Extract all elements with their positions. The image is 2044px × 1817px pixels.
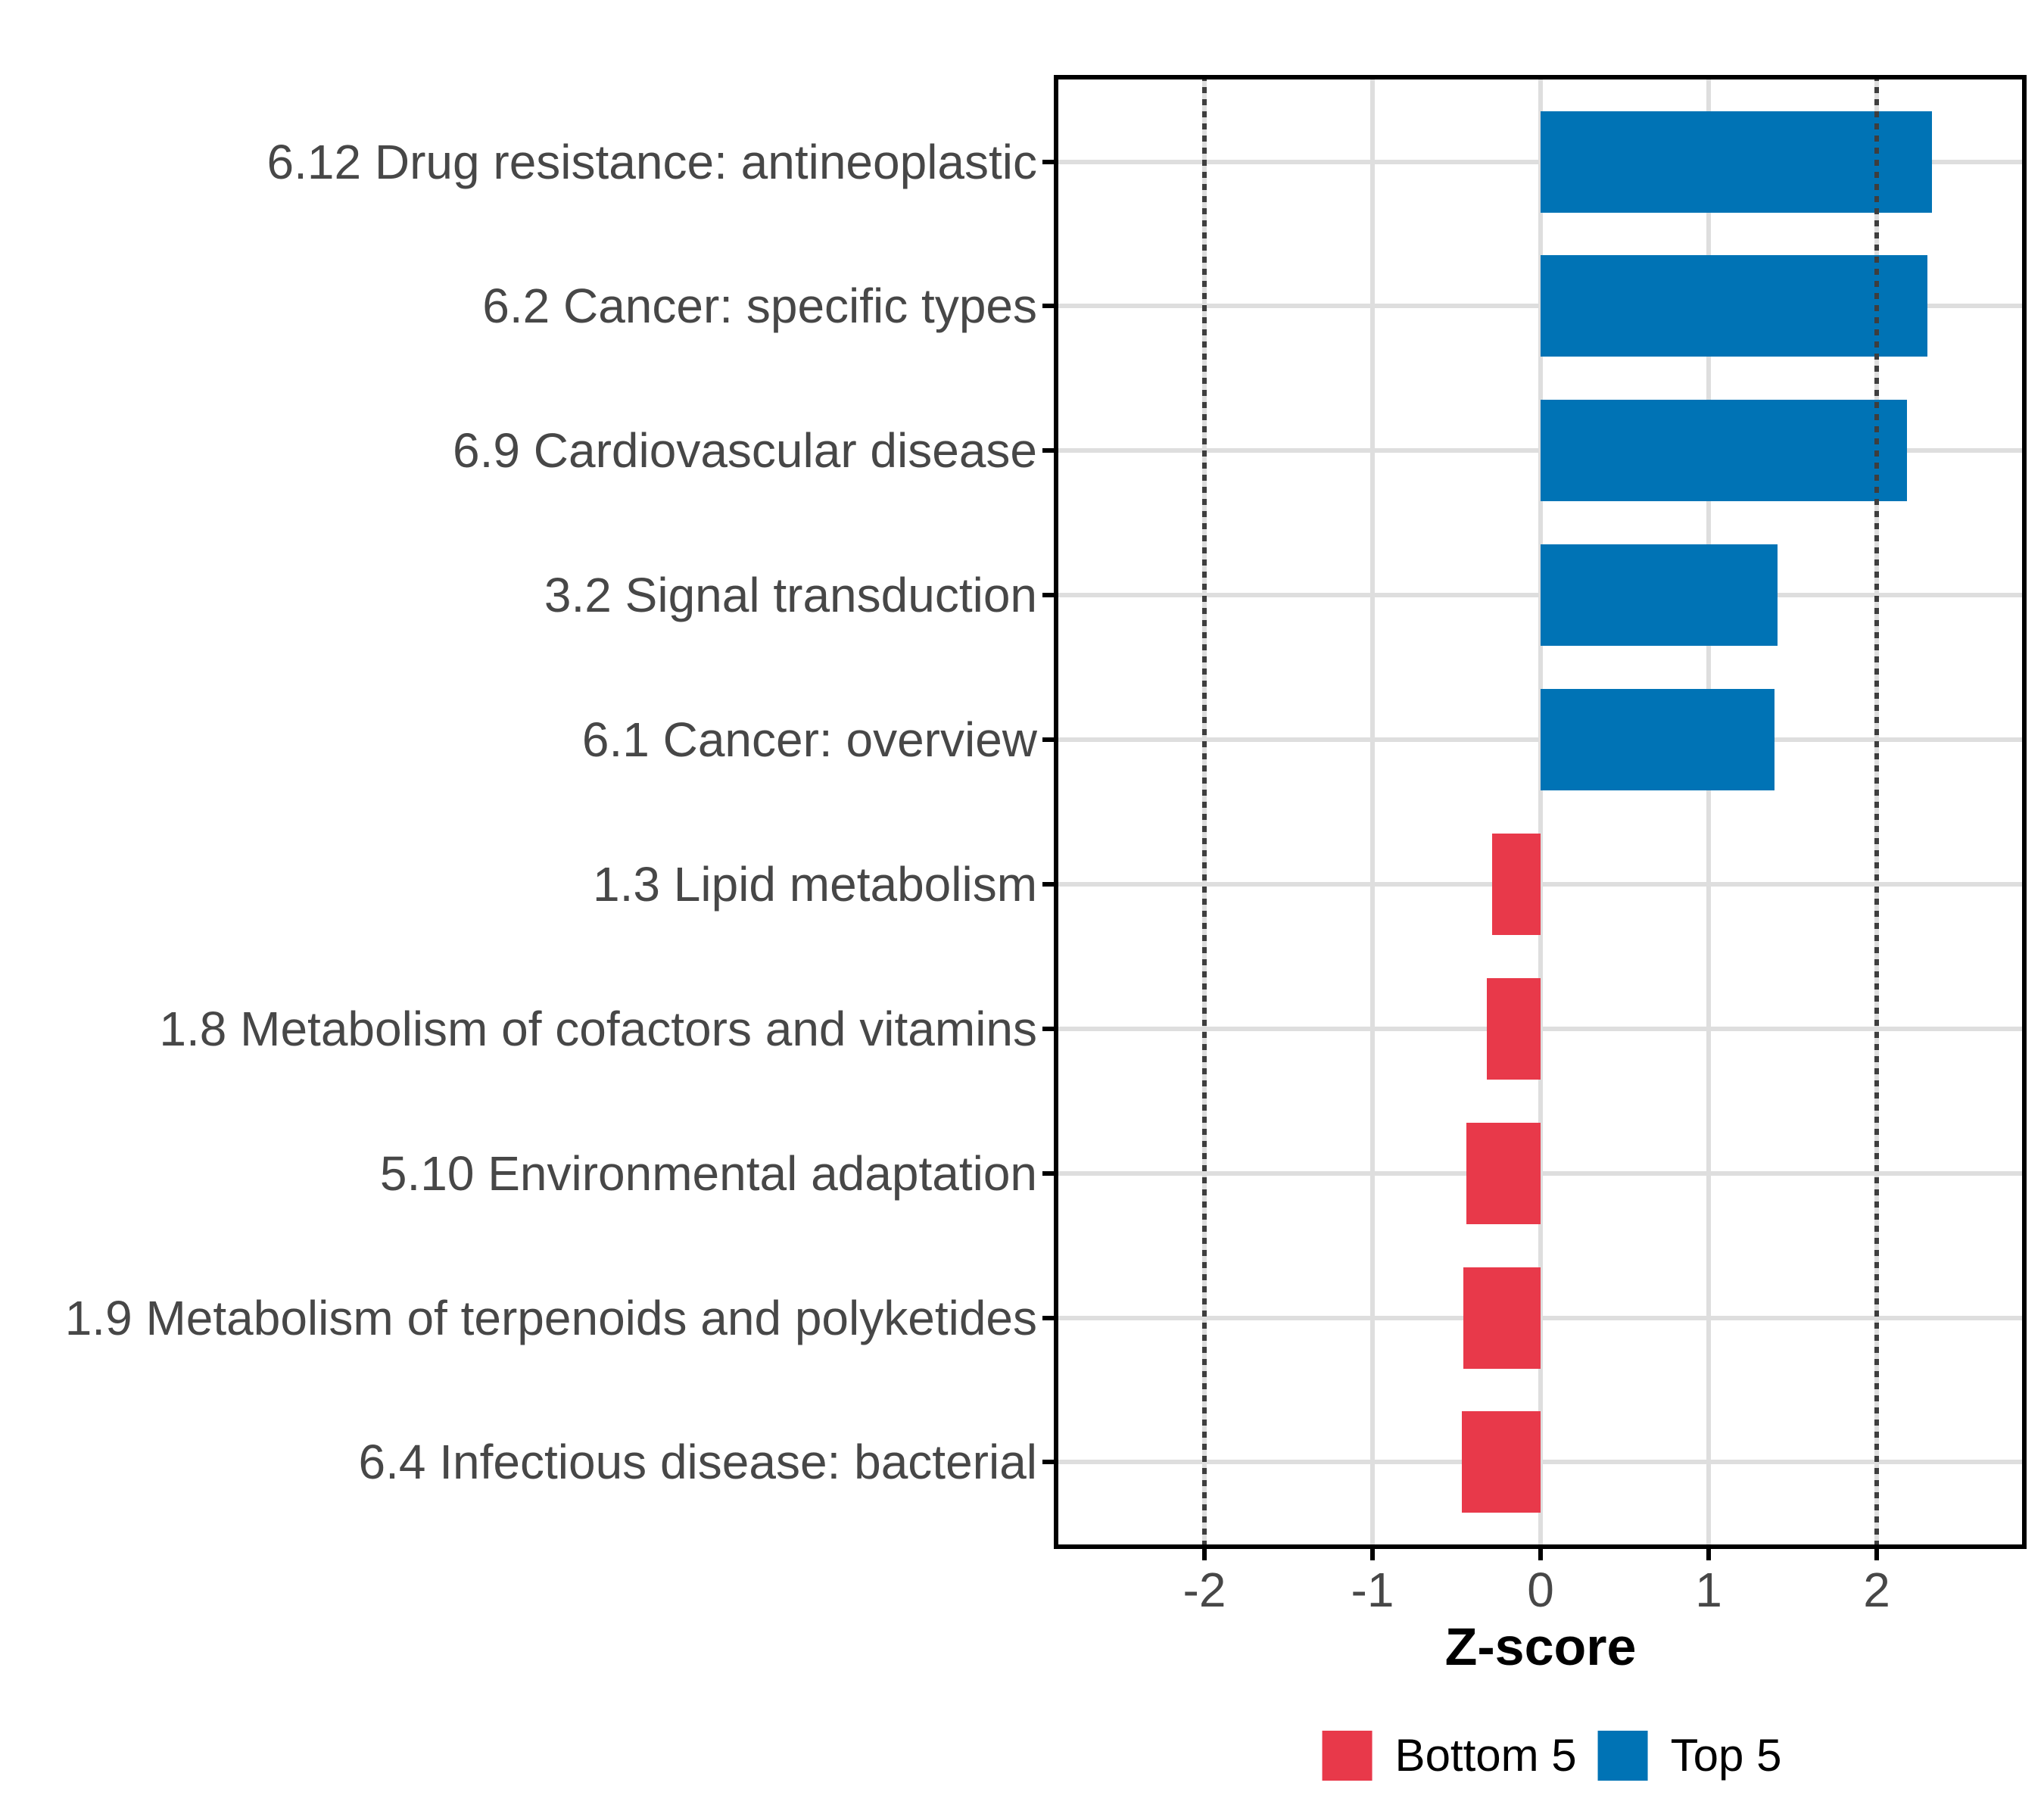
x-axis-tick: [1874, 1549, 1879, 1560]
plot-panel: [1054, 75, 2027, 1549]
legend-item: Bottom 5: [1322, 1730, 1577, 1781]
category-label: 6.12 Drug resistance: antineoplastic: [266, 134, 1037, 189]
category-label: 1.8 Metabolism of cofactors and vitamins: [159, 1001, 1037, 1056]
x-tick-label: -2: [1182, 1563, 1226, 1617]
legend-item: Top 5: [1597, 1730, 1782, 1781]
vertical-gridline: [1706, 75, 1711, 1549]
category-label: 6.9 Cardiovascular disease: [453, 423, 1037, 478]
x-tick-label: 0: [1527, 1563, 1554, 1617]
y-axis-tick: [1042, 593, 1054, 598]
horizontal-gridline: [1054, 304, 2027, 309]
category-label: 1.9 Metabolism of terpenoids and polyket…: [64, 1290, 1037, 1345]
x-axis-tick: [1538, 1549, 1543, 1560]
bar: [1541, 255, 1927, 357]
y-axis-tick: [1042, 737, 1054, 743]
category-label: 6.2 Cancer: specific types: [482, 279, 1037, 334]
y-axis-tick: [1042, 1170, 1054, 1176]
legend-label: Bottom 5: [1394, 1730, 1577, 1781]
x-tick-label: 2: [1863, 1563, 1890, 1617]
category-label: 5.10 Environmental adaptation: [379, 1145, 1037, 1201]
bar: [1486, 977, 1541, 1080]
x-tick-label: -1: [1351, 1563, 1394, 1617]
bar: [1541, 689, 1774, 791]
x-tick-label: 1: [1695, 1563, 1722, 1617]
x-axis-tick: [1706, 1549, 1711, 1560]
legend-swatch: [1322, 1731, 1373, 1781]
category-label: 1.3 Lipid metabolism: [593, 856, 1037, 912]
category-label: 3.2 Signal transduction: [544, 568, 1037, 623]
bar: [1461, 1411, 1541, 1513]
horizontal-gridline: [1054, 448, 2027, 453]
legend-swatch: [1597, 1731, 1648, 1781]
x-axis-tick: [1202, 1549, 1207, 1560]
horizontal-gridline: [1054, 159, 2027, 164]
bar: [1466, 1122, 1541, 1224]
bar: [1541, 111, 1933, 213]
vertical-gridline: [1370, 75, 1375, 1549]
x-axis-title: Z-score: [1444, 1617, 1637, 1676]
category-label: 6.1 Cancer: overview: [581, 712, 1037, 768]
panel-border: [1054, 75, 2027, 1549]
y-axis-tick: [1042, 304, 1054, 309]
legend-label: Top 5: [1670, 1730, 1782, 1781]
x-axis-tick: [1370, 1549, 1375, 1560]
y-axis-tick: [1042, 159, 1054, 164]
y-axis-tick: [1042, 1460, 1054, 1465]
horizontal-gridline: [1054, 737, 2027, 743]
y-axis-tick: [1042, 1026, 1054, 1031]
y-axis-tick: [1042, 1315, 1054, 1320]
horizontal-gridline: [1054, 593, 2027, 598]
y-axis-tick: [1042, 881, 1054, 887]
reference-line: [1202, 75, 1207, 1549]
reference-line: [1874, 75, 1879, 1549]
legend: Bottom 5 Top 5: [1322, 1730, 1782, 1781]
vertical-gridline: [1538, 75, 1543, 1549]
bar: [1463, 1267, 1541, 1369]
category-label: 6.4 Infectious disease: bacterial: [358, 1435, 1037, 1490]
y-axis-tick: [1042, 448, 1054, 453]
bar: [1541, 544, 1778, 647]
bar: [1541, 400, 1907, 502]
bar: [1491, 833, 1541, 935]
